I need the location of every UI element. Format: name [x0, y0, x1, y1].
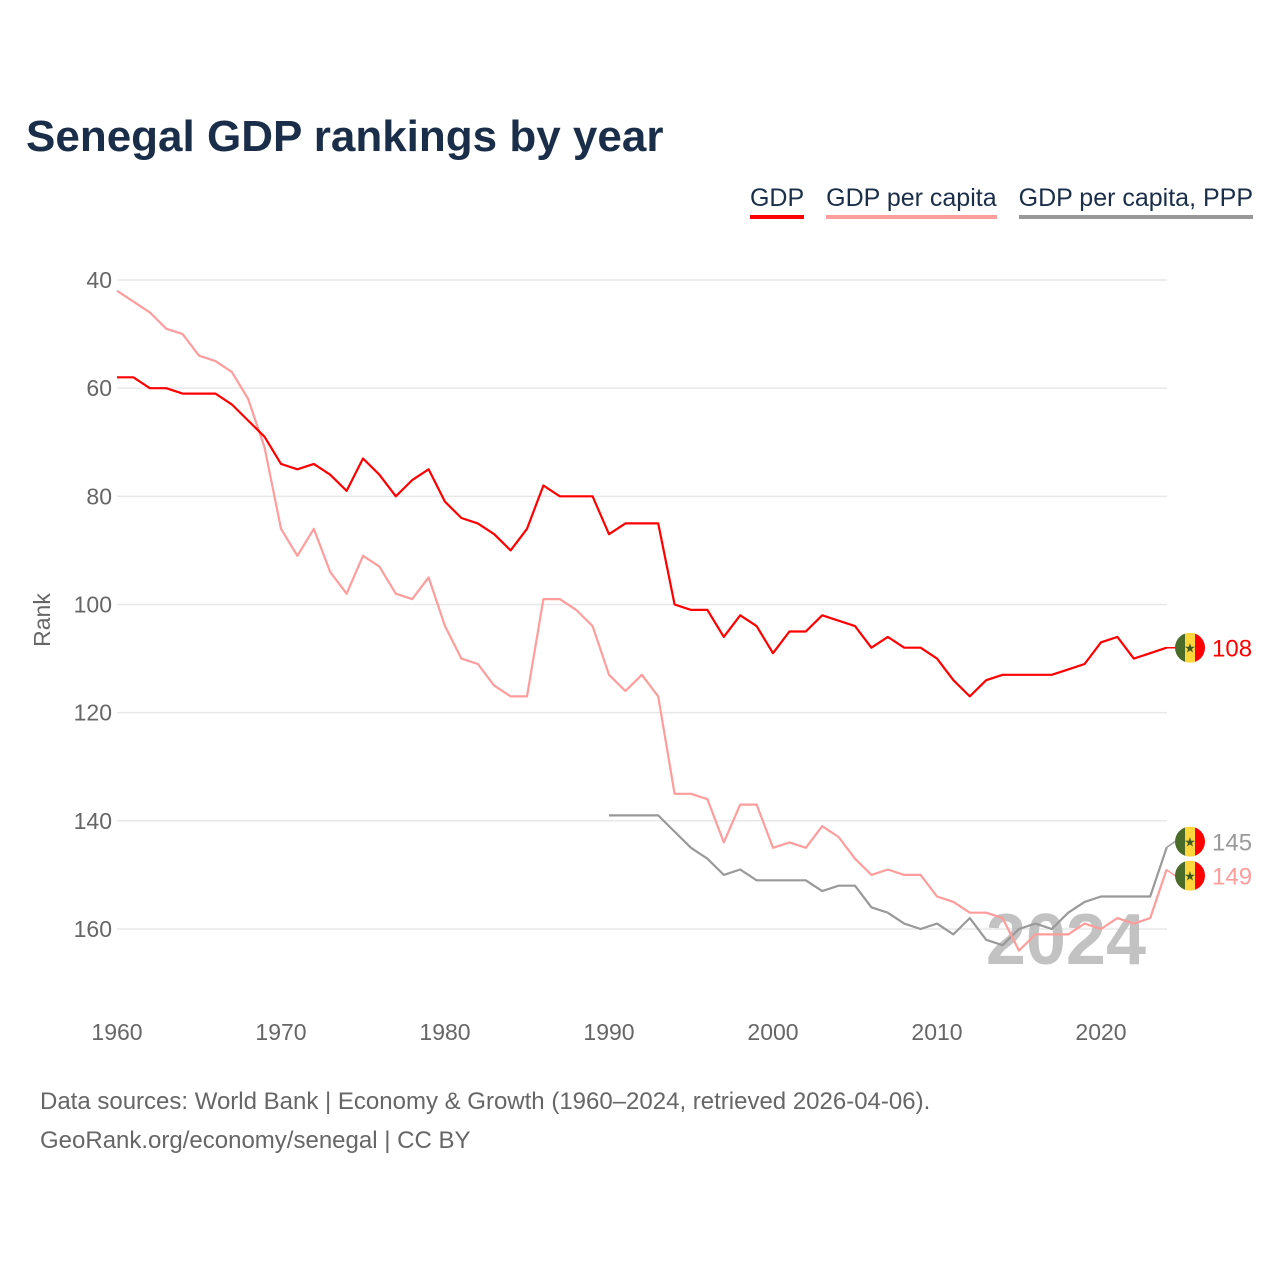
series-line-gdp-per-capita-ppp [609, 814, 1168, 947]
footer-link[interactable]: GeoRank.org/economy/senegal | CC BY [40, 1127, 471, 1154]
y-tick-label: 40 [86, 267, 112, 293]
senegal-flag-icon [1175, 826, 1205, 857]
final-value-label: 108 [1212, 636, 1252, 663]
label-connector [1165, 841, 1176, 849]
footer-sources: Data sources: World Bank | Economy & Gro… [40, 1088, 931, 1115]
y-tick-label: 60 [86, 375, 112, 401]
chart-title: Senegal GDP rankings by year [26, 112, 664, 161]
senegal-flag-icon [1175, 860, 1205, 891]
series-line-gdp-per-capita [116, 289, 1168, 952]
final-value-label: 145 [1212, 830, 1252, 857]
final-value-label: 149 [1212, 864, 1252, 891]
legend: GDP GDP per capita GDP per capita, PPP [749, 184, 1253, 219]
y-tick-label: 100 [74, 591, 112, 617]
label-connector [1165, 868, 1176, 877]
star-icon: ★ [1184, 641, 1196, 656]
star-icon: ★ [1184, 869, 1196, 884]
x-tick-label: 1960 [91, 1019, 142, 1045]
star-icon: ★ [1184, 835, 1196, 850]
year-watermark: 2024 [986, 900, 1146, 980]
x-tick-label: 1990 [583, 1019, 634, 1045]
x-tick-label: 2010 [911, 1019, 962, 1045]
legend-item-gdp-per-capita[interactable]: GDP per capita [826, 184, 997, 219]
y-axis-label: Rank [29, 593, 55, 647]
y-tick-label: 120 [74, 700, 112, 726]
series-line-gdp [117, 376, 1167, 698]
legend-item-gdp-per-capita-ppp[interactable]: GDP per capita, PPP [1018, 184, 1253, 219]
y-tick-label: 80 [86, 483, 112, 509]
y-tick-label: 160 [74, 916, 112, 942]
y-tick-label: 140 [74, 808, 112, 834]
x-tick-label: 1970 [255, 1019, 306, 1045]
x-tick-label: 2020 [1075, 1019, 1126, 1045]
senegal-flag-icon [1175, 632, 1205, 663]
x-tick-label: 2000 [747, 1019, 798, 1045]
legend-item-gdp[interactable]: GDP [749, 184, 805, 219]
x-tick-label: 1980 [419, 1019, 470, 1045]
